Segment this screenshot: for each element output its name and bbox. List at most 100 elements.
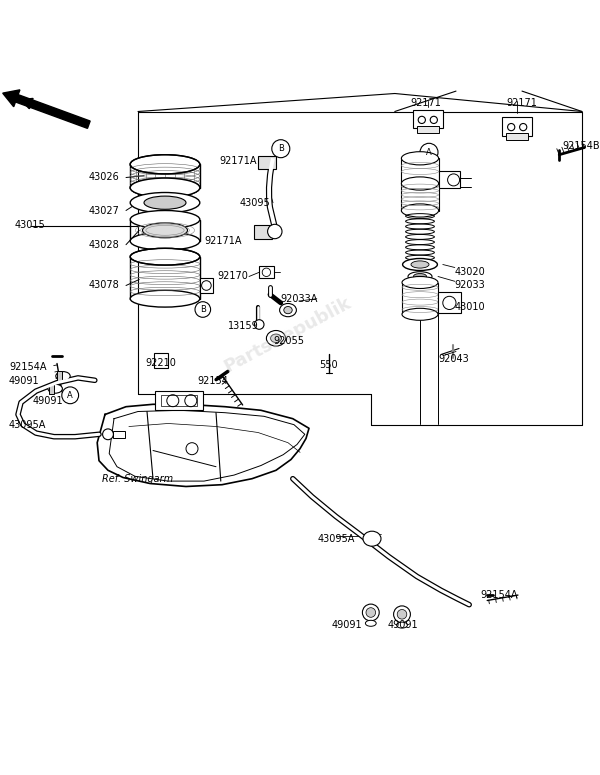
Circle shape xyxy=(185,394,197,407)
Circle shape xyxy=(448,174,460,186)
Text: 92154: 92154 xyxy=(197,377,229,387)
Bar xyxy=(259,267,274,278)
Circle shape xyxy=(186,443,198,455)
Text: 92171: 92171 xyxy=(506,98,538,108)
Ellipse shape xyxy=(403,259,437,270)
Circle shape xyxy=(520,123,527,131)
Text: 92154B: 92154B xyxy=(563,141,600,150)
Text: PartsRepublik: PartsRepublik xyxy=(221,294,355,376)
Circle shape xyxy=(418,116,425,123)
Bar xyxy=(413,110,443,129)
Text: 92033: 92033 xyxy=(455,281,485,291)
Text: 43010: 43010 xyxy=(455,301,485,312)
Bar xyxy=(154,353,168,367)
Text: 92055: 92055 xyxy=(273,336,304,346)
Ellipse shape xyxy=(56,371,70,381)
Bar xyxy=(258,156,276,169)
Text: 43027: 43027 xyxy=(89,205,119,215)
Ellipse shape xyxy=(397,622,407,628)
Text: 92033A: 92033A xyxy=(281,294,318,304)
Bar xyxy=(254,226,272,239)
Ellipse shape xyxy=(413,274,427,280)
Circle shape xyxy=(202,281,211,291)
Circle shape xyxy=(366,608,376,618)
Text: 92171: 92171 xyxy=(410,98,442,108)
Ellipse shape xyxy=(284,306,292,314)
Bar xyxy=(113,431,125,438)
Bar xyxy=(155,391,203,410)
Text: 43020: 43020 xyxy=(455,267,485,277)
Circle shape xyxy=(430,116,437,123)
Circle shape xyxy=(62,387,79,404)
Bar xyxy=(417,126,439,133)
Ellipse shape xyxy=(130,211,200,229)
Circle shape xyxy=(167,394,179,407)
Ellipse shape xyxy=(401,204,439,217)
Text: 43095A: 43095A xyxy=(9,420,46,429)
Text: A: A xyxy=(426,148,432,157)
Text: 550: 550 xyxy=(319,360,338,370)
Text: 49091: 49091 xyxy=(331,619,362,629)
Text: Ref. Swingarm: Ref. Swingarm xyxy=(102,474,173,484)
Text: 49091: 49091 xyxy=(388,619,419,629)
Circle shape xyxy=(420,143,438,161)
Text: B: B xyxy=(278,144,284,153)
Circle shape xyxy=(254,320,264,329)
Bar xyxy=(438,292,461,313)
Circle shape xyxy=(272,140,290,157)
Text: 43015: 43015 xyxy=(15,221,46,230)
Circle shape xyxy=(268,224,282,239)
Bar xyxy=(502,118,532,136)
Text: A: A xyxy=(67,391,73,400)
Text: 92171A: 92171A xyxy=(219,156,257,166)
Bar xyxy=(57,371,62,381)
Text: 92043: 92043 xyxy=(438,353,469,363)
Text: 92170: 92170 xyxy=(217,271,248,281)
Ellipse shape xyxy=(130,291,200,307)
Ellipse shape xyxy=(408,272,432,281)
Text: 43026: 43026 xyxy=(89,173,119,182)
Circle shape xyxy=(443,296,456,309)
Ellipse shape xyxy=(130,248,200,265)
Text: 49091: 49091 xyxy=(33,396,64,405)
Bar xyxy=(161,394,197,405)
Ellipse shape xyxy=(401,152,439,165)
Circle shape xyxy=(195,301,211,317)
Ellipse shape xyxy=(143,222,187,238)
Ellipse shape xyxy=(266,330,286,346)
Ellipse shape xyxy=(144,196,186,209)
Bar xyxy=(49,384,54,394)
Text: 92210: 92210 xyxy=(145,359,176,368)
Ellipse shape xyxy=(130,232,200,250)
Text: 49091: 49091 xyxy=(9,377,40,387)
Text: 43078: 43078 xyxy=(89,281,119,291)
FancyArrow shape xyxy=(3,90,90,129)
Ellipse shape xyxy=(401,177,439,190)
Text: 13159: 13159 xyxy=(228,321,259,331)
Ellipse shape xyxy=(402,308,438,320)
Text: 92171A: 92171A xyxy=(204,236,242,246)
Text: B: B xyxy=(200,305,206,314)
Ellipse shape xyxy=(103,429,113,439)
Ellipse shape xyxy=(130,178,200,198)
Ellipse shape xyxy=(130,192,200,213)
Ellipse shape xyxy=(280,304,296,317)
Ellipse shape xyxy=(411,261,429,268)
Bar xyxy=(506,133,528,140)
Ellipse shape xyxy=(402,277,438,288)
Bar xyxy=(200,278,213,293)
Circle shape xyxy=(508,123,515,131)
Ellipse shape xyxy=(365,620,376,626)
Circle shape xyxy=(362,604,379,621)
Ellipse shape xyxy=(130,178,200,198)
Text: 43028: 43028 xyxy=(89,239,119,250)
Ellipse shape xyxy=(363,531,381,546)
Bar xyxy=(439,171,460,188)
Ellipse shape xyxy=(130,155,200,174)
Ellipse shape xyxy=(271,334,281,343)
Ellipse shape xyxy=(48,384,62,393)
Circle shape xyxy=(397,609,407,619)
Text: 43095A: 43095A xyxy=(318,534,355,544)
Text: 92154A: 92154A xyxy=(9,361,47,371)
Text: 92154A: 92154A xyxy=(480,590,517,600)
